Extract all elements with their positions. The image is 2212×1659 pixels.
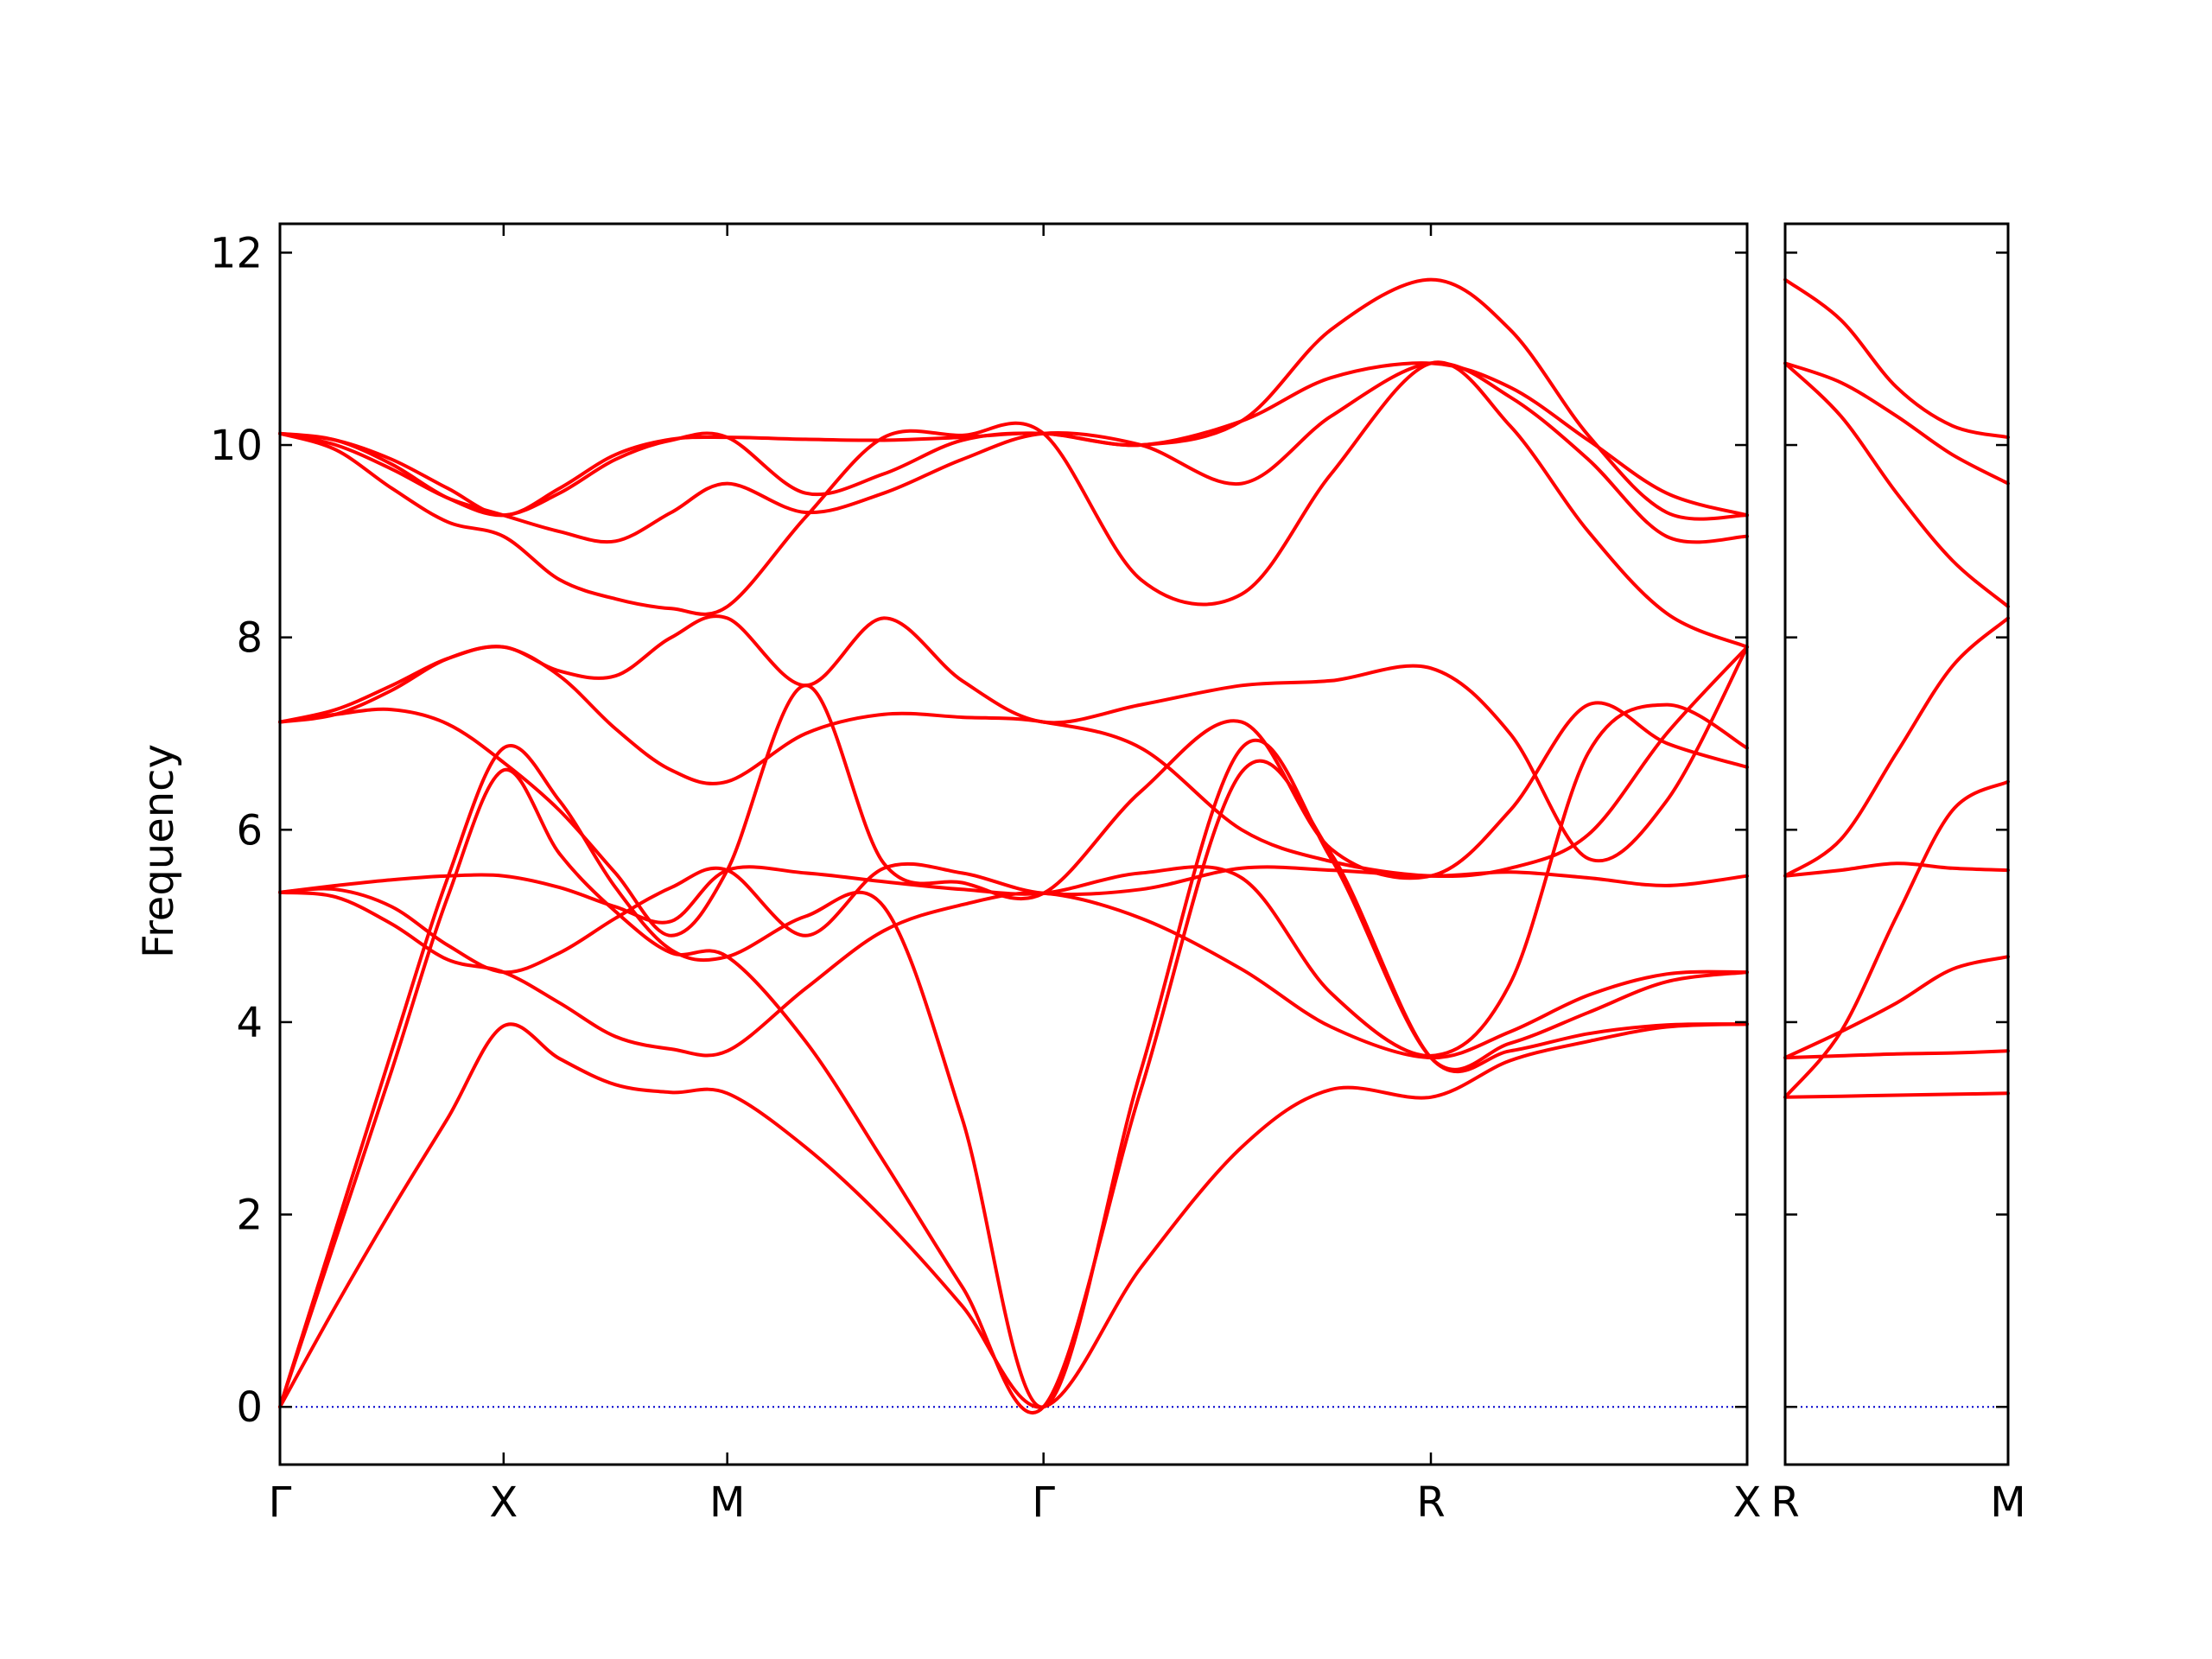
main-band-panel: 0 2 4 6 8 10 12 Γ X M Γ R X: [210, 222, 1762, 1527]
x-tick-label: X: [1733, 1478, 1762, 1527]
band-13: [278, 277, 1749, 521]
x-tick-label: R: [1416, 1478, 1445, 1527]
y-tick-label: 4: [236, 999, 263, 1047]
band-1: [1783, 1091, 2010, 1099]
x-tick-label: M: [709, 1478, 745, 1527]
band-6: [1783, 616, 2010, 878]
y-tick-label: 2: [236, 1192, 263, 1240]
x-tick-label: Γ: [269, 1478, 292, 1527]
band-12: [278, 361, 1749, 518]
x-tick-label: R: [1770, 1478, 1799, 1527]
y-tick-label: 0: [236, 1383, 263, 1432]
band-8: [1783, 361, 2010, 486]
x-tick-label: X: [489, 1478, 518, 1527]
band-10: [278, 360, 1749, 649]
band-1: [278, 1022, 1749, 1409]
band-2: [278, 759, 1749, 1415]
y-tick-label: 12: [210, 229, 263, 277]
y-tick-label: 6: [236, 806, 263, 855]
y-axis-label: Frequency: [135, 744, 183, 958]
x-tick-label: M: [1990, 1478, 2025, 1527]
band-9: [278, 614, 1749, 863]
plot-frame: [278, 222, 1749, 1466]
band-4: [1783, 955, 2010, 1060]
y-tick-label: 8: [236, 614, 263, 663]
band-4: [278, 890, 1749, 1060]
plot-frame: [1783, 222, 2010, 1466]
band-3: [278, 739, 1749, 1409]
band-5: [278, 702, 1749, 1058]
band-6: [278, 861, 1749, 975]
band-7: [278, 683, 1749, 938]
y-tick-label: 10: [210, 422, 263, 470]
x-tick-label: Γ: [1032, 1478, 1055, 1527]
band-3: [1783, 779, 2010, 1099]
band-9: [1783, 277, 2010, 440]
band-2: [1783, 1049, 2010, 1060]
band-5: [1783, 861, 2010, 878]
band-7: [1783, 361, 2010, 608]
